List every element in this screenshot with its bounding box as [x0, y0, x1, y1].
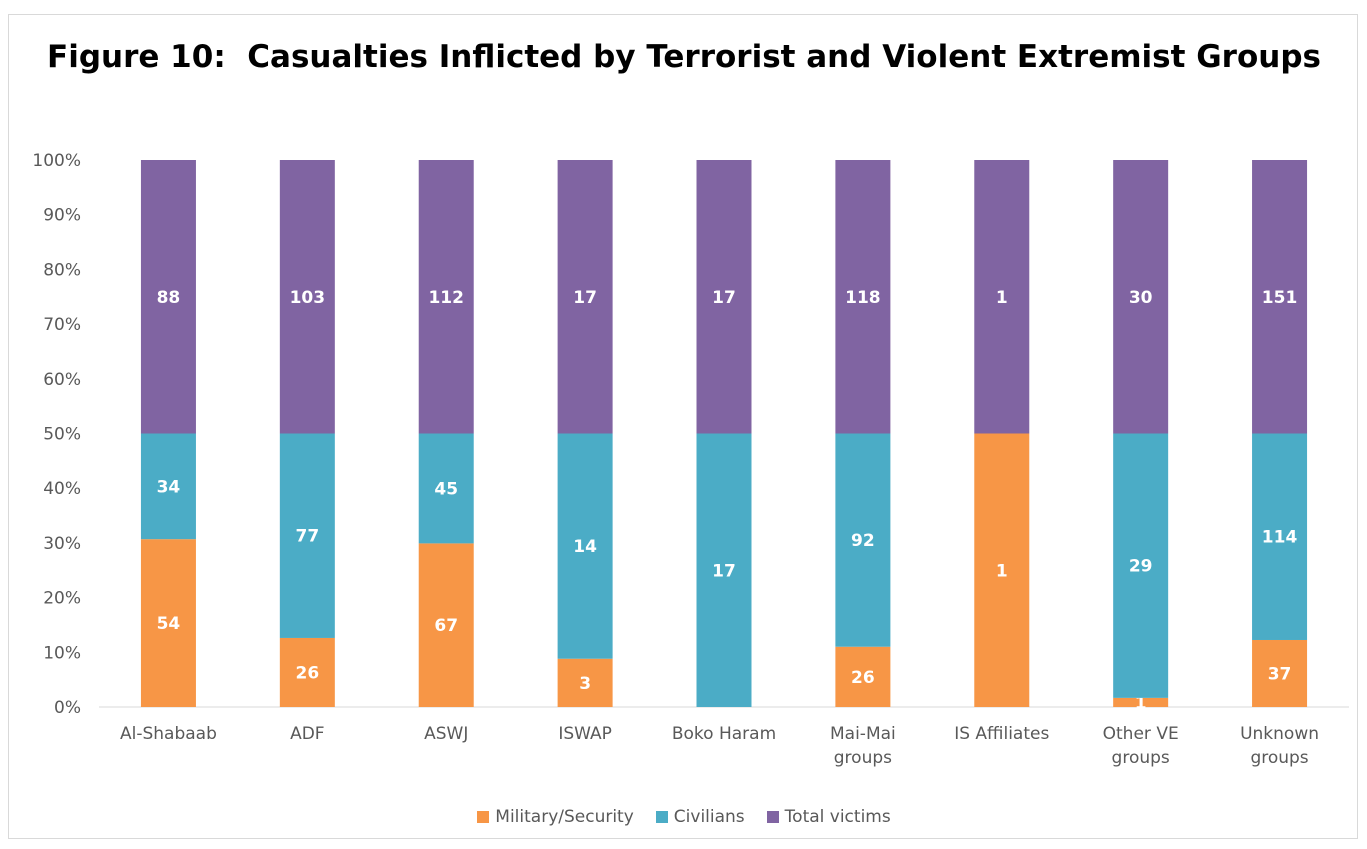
- y-tick-label: 20%: [43, 589, 81, 609]
- bar-segment-military-security: [557, 658, 613, 707]
- data-label: 29: [1129, 557, 1153, 577]
- x-tick-label: ASWJ: [424, 724, 468, 744]
- legend-swatch: [766, 811, 779, 823]
- bar-segment-total-victims: [140, 160, 196, 434]
- y-tick-label: 80%: [43, 260, 81, 280]
- data-label: 14: [573, 537, 597, 557]
- bar-segment-total-victims: [1113, 160, 1169, 434]
- bar-segment-total-victims: [974, 160, 1030, 434]
- data-label: 17: [712, 288, 736, 308]
- x-tick-label: Other VE: [1103, 724, 1179, 744]
- data-label: 37: [1268, 664, 1292, 684]
- legend-item: Civilians: [655, 807, 745, 827]
- bar-segment-total-victims: [835, 160, 891, 434]
- y-tick-label: 90%: [43, 206, 81, 226]
- x-tick-label: ADF: [290, 724, 325, 744]
- x-tick-label: groups: [1250, 748, 1308, 768]
- bar-segment-civilians: [418, 433, 474, 544]
- bar-segment-civilians: [279, 433, 335, 638]
- bar-segment-military-security: [140, 539, 196, 707]
- data-label: 67: [434, 616, 458, 636]
- chart-frame: Figure 10: Casualties Inflicted by Terro…: [8, 14, 1358, 839]
- data-label: 88: [157, 288, 181, 308]
- x-tick-label: Al-Shabaab: [120, 724, 217, 744]
- legend-label: Total victims: [784, 807, 891, 827]
- x-tick-label: Boko Haram: [672, 724, 776, 744]
- x-tick-label: Mai-Mai: [830, 724, 896, 744]
- data-label: 112: [428, 288, 464, 308]
- bar-segment-military-security: [1113, 697, 1169, 707]
- chart-title: Figure 10: Casualties Inflicted by Terro…: [47, 39, 1321, 75]
- legend-label: Civilians: [673, 807, 745, 827]
- data-label: 26: [295, 663, 319, 683]
- data-label: 34: [157, 477, 181, 497]
- bar-segment-civilians: [696, 433, 752, 707]
- data-label: 1: [1135, 693, 1147, 713]
- y-tick-label: 100%: [32, 151, 81, 171]
- bar-segment-military-security: [418, 543, 474, 707]
- bar-segment-military-security: [279, 637, 335, 707]
- data-label: 17: [712, 561, 736, 581]
- data-label: 17: [573, 288, 597, 308]
- y-tick-label: 60%: [43, 370, 81, 390]
- y-tick-label: 40%: [43, 479, 81, 499]
- data-label: 1: [996, 561, 1008, 581]
- data-label: 3: [579, 674, 591, 694]
- chart-legend: Military/Security Civilians Total victims: [9, 807, 1359, 827]
- legend-swatch: [655, 811, 668, 823]
- y-tick-label: 30%: [43, 534, 81, 554]
- data-label: 1: [996, 288, 1008, 308]
- bar-segment-civilians: [1113, 433, 1169, 698]
- chart-canvas: 0% 10% 20% 30% 40% 50% 60% 70% 80% 90% 100% 54 34 88 A…: [32, 151, 1349, 768]
- legend-swatch: [477, 811, 490, 823]
- bar-segment-military-security: [1252, 639, 1308, 707]
- data-label: 77: [295, 527, 319, 547]
- y-tick-label: 0%: [54, 698, 81, 718]
- y-tick-label: 50%: [43, 425, 81, 445]
- x-tick-label: ISWAP: [558, 724, 612, 744]
- data-label: 30: [1129, 288, 1153, 308]
- x-tick-label: groups: [1112, 748, 1170, 768]
- data-label: 92: [851, 531, 875, 551]
- bar-segment-civilians: [140, 433, 196, 540]
- bar-segment-civilians: [835, 433, 891, 647]
- data-label: 103: [290, 288, 326, 308]
- data-label: 45: [434, 479, 458, 499]
- bar-segment-total-victims: [557, 160, 613, 434]
- x-tick-label: IS Affiliates: [954, 724, 1049, 744]
- bar-segment-military-security: [974, 433, 1030, 707]
- data-label: 118: [845, 288, 881, 308]
- data-label: 54: [157, 614, 181, 634]
- y-tick-label: 10%: [43, 643, 81, 663]
- x-tick-label: Unknown: [1240, 724, 1319, 744]
- legend-label: Military/Security: [495, 807, 634, 827]
- bar-segment-total-victims: [418, 160, 474, 434]
- bar-segment-total-victims: [279, 160, 335, 434]
- data-label: 151: [1262, 288, 1298, 308]
- bar-segment-total-victims: [1252, 160, 1308, 434]
- legend-item: Total victims: [766, 807, 891, 827]
- legend-item: Military/Security: [477, 807, 634, 827]
- bar-segment-military-security: [835, 646, 891, 707]
- data-label: 114: [1262, 528, 1298, 548]
- bar-segment-total-victims: [696, 160, 752, 434]
- x-tick-label: groups: [834, 748, 892, 768]
- bar-segment-civilians: [557, 433, 613, 659]
- y-tick-label: 70%: [43, 315, 81, 335]
- bar-segment-civilians: [1252, 433, 1308, 640]
- data-label: 26: [851, 668, 875, 688]
